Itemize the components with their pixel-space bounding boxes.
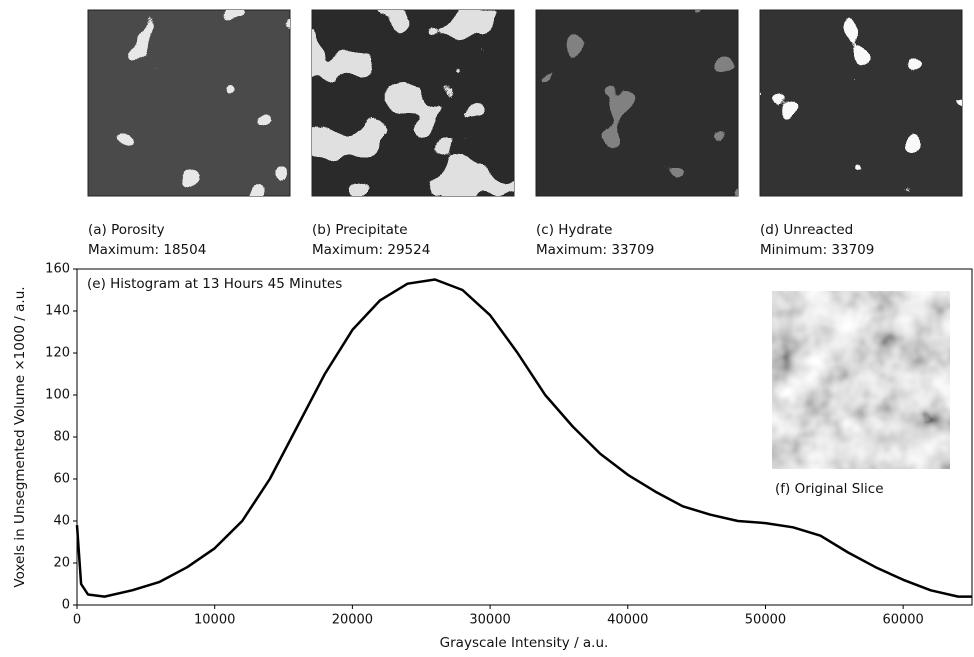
- x-tick-label: 0: [73, 613, 81, 628]
- image-a-blobs: [88, 10, 290, 196]
- panel-stat: Maximum: 33709: [536, 242, 654, 258]
- y-tick-label: 40: [53, 514, 70, 529]
- x-axis-label: Grayscale Intensity / a.u.: [440, 635, 609, 651]
- panel-images: [87, 9, 963, 197]
- panel-caption: (d) Unreacted: [760, 222, 853, 238]
- image-b-blobs: [312, 10, 514, 196]
- histogram-line: [75, 278, 972, 598]
- panel-stat: Maximum: 29524: [312, 242, 430, 258]
- image-c-blobs: [536, 10, 738, 196]
- panel-caption: (b) Precipitate: [312, 222, 408, 238]
- image-d-blobs: [760, 10, 962, 196]
- panel-caption: (c) Hydrate: [536, 222, 612, 238]
- y-tick-label: 80: [53, 430, 70, 445]
- inset-image: [771, 290, 951, 470]
- x-tick-label: 30000: [469, 613, 510, 628]
- y-tick-label: 20: [53, 556, 70, 571]
- y-tick-label: 0: [62, 598, 70, 613]
- y-tick-label: 140: [45, 304, 70, 319]
- y-axis-label: Voxels in Unsegmented Volume ×1000 / a.u…: [12, 286, 28, 587]
- panel-stat: Maximum: 18504: [88, 242, 206, 258]
- x-tick-label: 50000: [745, 613, 786, 628]
- panel-stat: Minimum: 33709: [760, 242, 874, 258]
- y-tick-label: 160: [45, 262, 70, 277]
- x-tick-label: 60000: [882, 613, 923, 628]
- y-tick-label: 60: [53, 472, 70, 487]
- x-tick-label: 20000: [332, 613, 373, 628]
- y-tick-label: 120: [45, 346, 70, 361]
- x-tick-label: 40000: [607, 613, 648, 628]
- y-tick-label: 100: [45, 388, 70, 403]
- annotation: (e) Histogram at 13 Hours 45 Minutes: [87, 276, 342, 292]
- inset-caption: (f) Original Slice: [775, 481, 884, 497]
- panel-caption: (a) Porosity: [88, 222, 165, 238]
- x-tick-label: 10000: [194, 613, 235, 628]
